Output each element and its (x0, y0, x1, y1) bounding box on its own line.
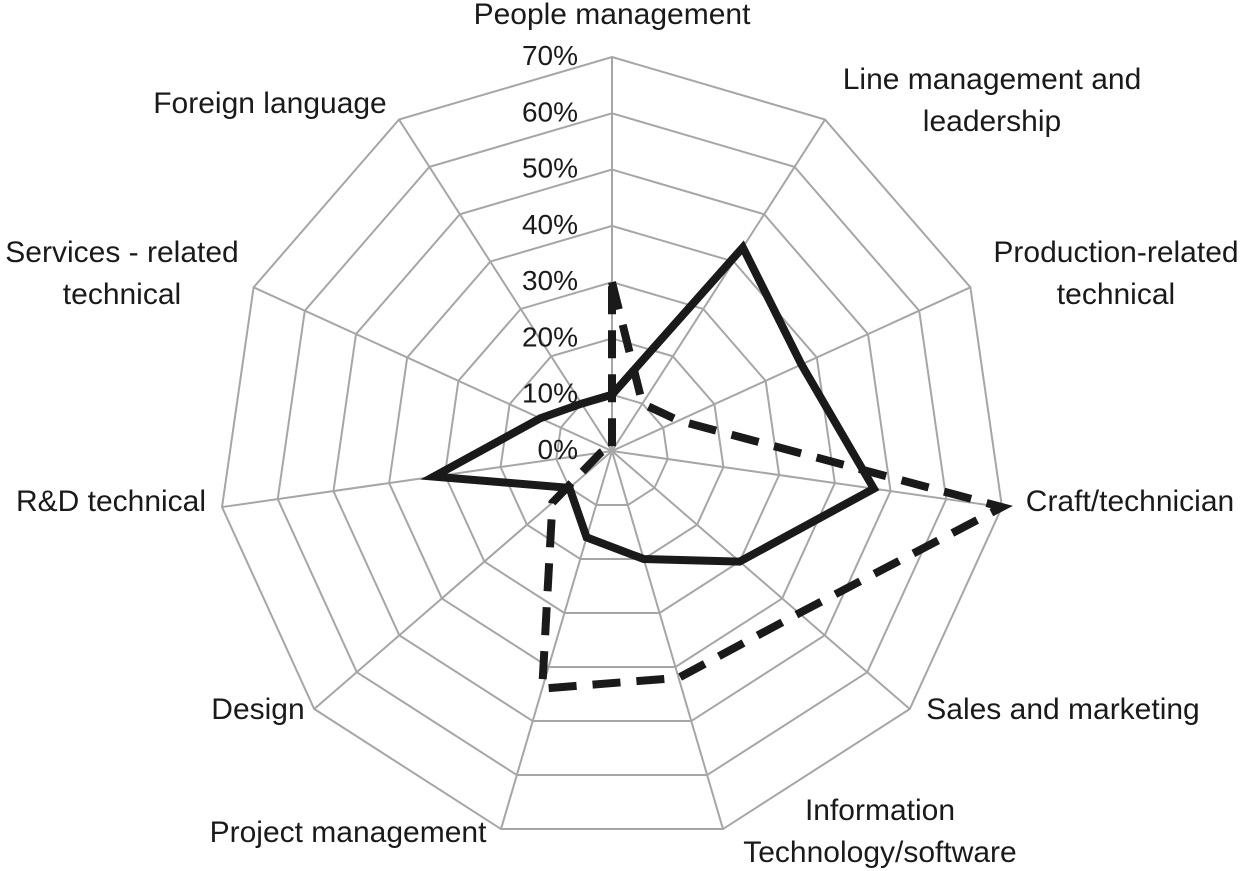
series-dashed-line (537, 281, 1013, 693)
spoke-line (253, 286, 613, 452)
radar-grid (220, 55, 1004, 831)
grid-ring-20 (499, 337, 725, 561)
spoke-line (611, 450, 1003, 509)
radial-tick-labels: 0% 10% 20% 30% 40% 50% 60% 70% (522, 40, 578, 465)
category-label: Production-related technical (993, 236, 1238, 311)
tick-label: 40% (522, 209, 578, 240)
grid-ring-60 (276, 112, 948, 777)
spoke-line (611, 286, 971, 452)
grid-ring-10 (555, 393, 669, 507)
tick-label: 30% (522, 265, 578, 296)
grid-ring-50 (332, 168, 892, 723)
tick-label: 60% (522, 96, 578, 127)
tick-label: 50% (522, 153, 578, 184)
tick-label: 10% (522, 378, 578, 409)
grid-ring-70 (220, 55, 1004, 831)
tick-label: 70% (522, 40, 578, 71)
spoke-line (611, 450, 724, 830)
spoke-line (611, 450, 911, 710)
category-label: Sales and marketing (926, 693, 1200, 726)
grid-ring-30 (443, 281, 781, 615)
spoke-line (611, 119, 826, 452)
series-solid-line (420, 240, 880, 566)
category-labels: People management Line management and lead… (5, 0, 1238, 869)
category-label: Design (211, 693, 304, 726)
category-label: Foreign language (153, 87, 387, 120)
tick-label: 0% (538, 434, 578, 465)
spoke-line (500, 450, 613, 830)
spoke-line (221, 450, 613, 509)
category-label: Line management and leadership (843, 63, 1142, 138)
category-label: People management (474, 0, 752, 31)
category-label: Services - related technical (5, 236, 238, 311)
category-label: Project management (210, 816, 487, 849)
category-label: Information Technology/software (743, 794, 1017, 869)
category-label: Craft/technician (1026, 485, 1234, 518)
series-lines (420, 240, 1013, 693)
spoke-line (398, 119, 613, 452)
category-label: R&D technical (16, 485, 206, 518)
grid-ring-40 (388, 224, 836, 669)
tick-label: 20% (522, 321, 578, 352)
